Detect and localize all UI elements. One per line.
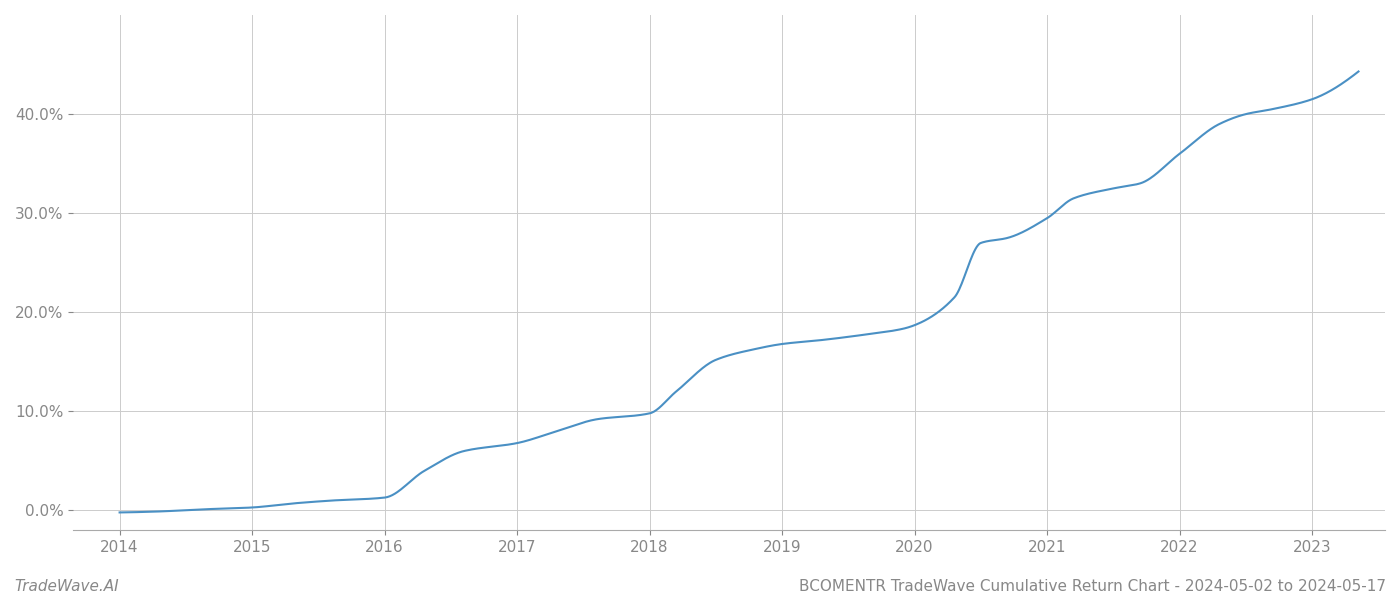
Text: TradeWave.AI: TradeWave.AI	[14, 579, 119, 594]
Text: BCOMENTR TradeWave Cumulative Return Chart - 2024-05-02 to 2024-05-17: BCOMENTR TradeWave Cumulative Return Cha…	[799, 579, 1386, 594]
